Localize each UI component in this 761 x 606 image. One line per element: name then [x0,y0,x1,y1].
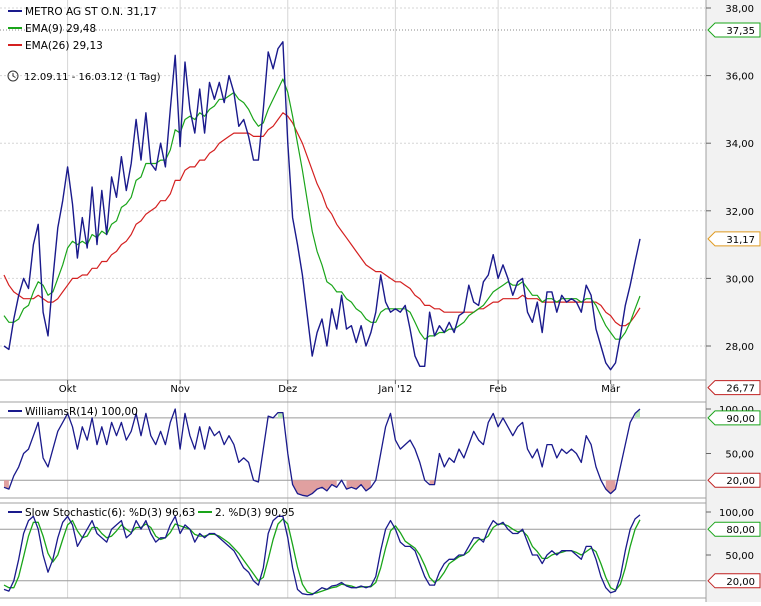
williams-marker: 90,00 [726,414,755,425]
stoch-tick-label: 100,00 [719,508,754,519]
williams-legend: WilliamsR(14) 100,00 [25,406,138,418]
stoch-marker-box [707,521,761,537]
price-tick-label: 34,00 [725,139,754,150]
williams-tick-label: 50,00 [725,450,754,461]
stoch-marker: 80,00 [726,525,755,536]
price-axis-area [706,0,761,602]
legend-price: METRO AG ST O.N. 31,17 [25,6,157,18]
clock-hands-icon [12,73,16,78]
stoch-tick-label: 50,00 [725,551,754,562]
stoch-marker: 20,00 [726,577,755,588]
price-marker: 37,35 [726,26,755,37]
price-tick-label: 32,00 [725,207,754,218]
williams-marker-box [707,410,761,426]
price-tick-label: 30,00 [725,274,754,285]
time-axis-label: Jan '12 [377,384,412,395]
time-axis-label: Dez [278,384,297,395]
time-axis-area [0,380,706,402]
price-tick-label: 38,00 [725,4,754,15]
price-marker-box [707,231,761,247]
time-axis-label: Feb [489,384,507,395]
williams-marker: 20,00 [726,476,755,487]
price-tick-label: 28,00 [725,342,754,353]
time-axis-label: Nov [170,384,190,395]
legend-ema9: EMA(9) 29,48 [25,23,96,35]
time-axis-label: Okt [59,384,77,395]
stoch-d1-line [3,514,641,596]
price-marker: 26,77 [726,384,755,395]
ema9-line [3,78,641,340]
price-marker-box [707,380,761,396]
price-line [3,41,641,371]
williams-line [3,408,641,497]
stoch-d1-legend: Slow Stochastic(6): %D(3) 96,63 [25,507,195,519]
clock-icon [7,70,19,82]
stoch-d2-line [3,518,641,595]
legend-ema26: EMA(26) 29,13 [25,40,103,52]
ema26-line [3,112,641,327]
price-marker-box [707,22,761,38]
stoch-d2-legend: 2. %D(3) 90,95 [215,507,295,519]
price-marker: 31,17 [726,235,755,246]
stoch-marker-box [707,573,761,589]
date-range-label: 12.09.11 - 16.03.12 (1 Tag) [24,72,161,83]
williams-oversold-fill [4,480,616,497]
price-tick-label: 36,00 [725,72,754,83]
williams-marker-box [707,472,761,488]
time-axis-label: Mär [601,384,621,395]
